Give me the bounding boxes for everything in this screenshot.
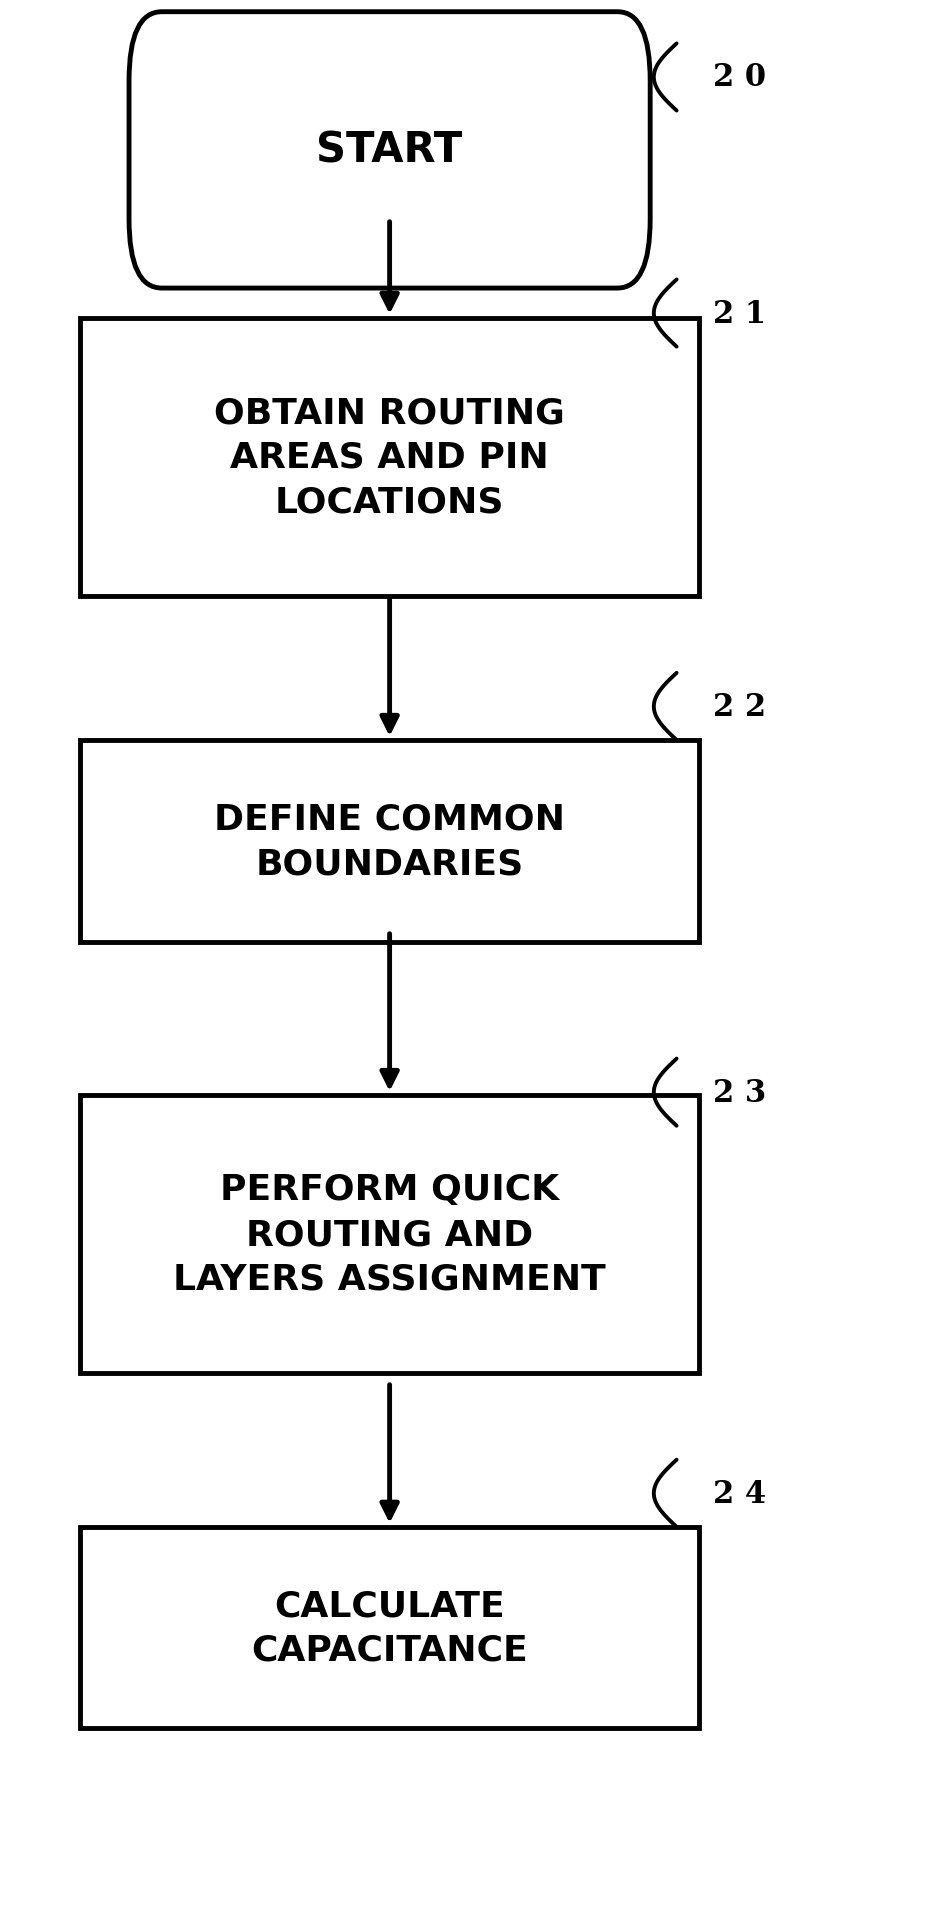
Bar	[80, 319, 699, 597]
Text: 2 2: 2 2	[713, 692, 766, 723]
Text: OBTAIN ROUTING
AREAS AND PIN
LOCATIONS: OBTAIN ROUTING AREAS AND PIN LOCATIONS	[215, 396, 565, 520]
Bar	[80, 740, 699, 943]
Text: 2 4: 2 4	[713, 1478, 766, 1509]
Text: DEFINE COMMON
BOUNDARIES: DEFINE COMMON BOUNDARIES	[214, 802, 565, 881]
Text: START: START	[316, 129, 462, 172]
Text: CALCULATE
CAPACITANCE: CALCULATE CAPACITANCE	[252, 1588, 528, 1667]
Text: 2 3: 2 3	[713, 1078, 766, 1109]
Bar	[80, 1526, 699, 1729]
FancyBboxPatch shape	[129, 14, 650, 290]
Bar	[80, 1095, 699, 1374]
Text: 2 1: 2 1	[713, 298, 766, 328]
Text: PERFORM QUICK
ROUTING AND
LAYERS ASSIGNMENT: PERFORM QUICK ROUTING AND LAYERS ASSIGNM…	[173, 1173, 606, 1296]
Text: 2 0: 2 0	[713, 62, 766, 93]
